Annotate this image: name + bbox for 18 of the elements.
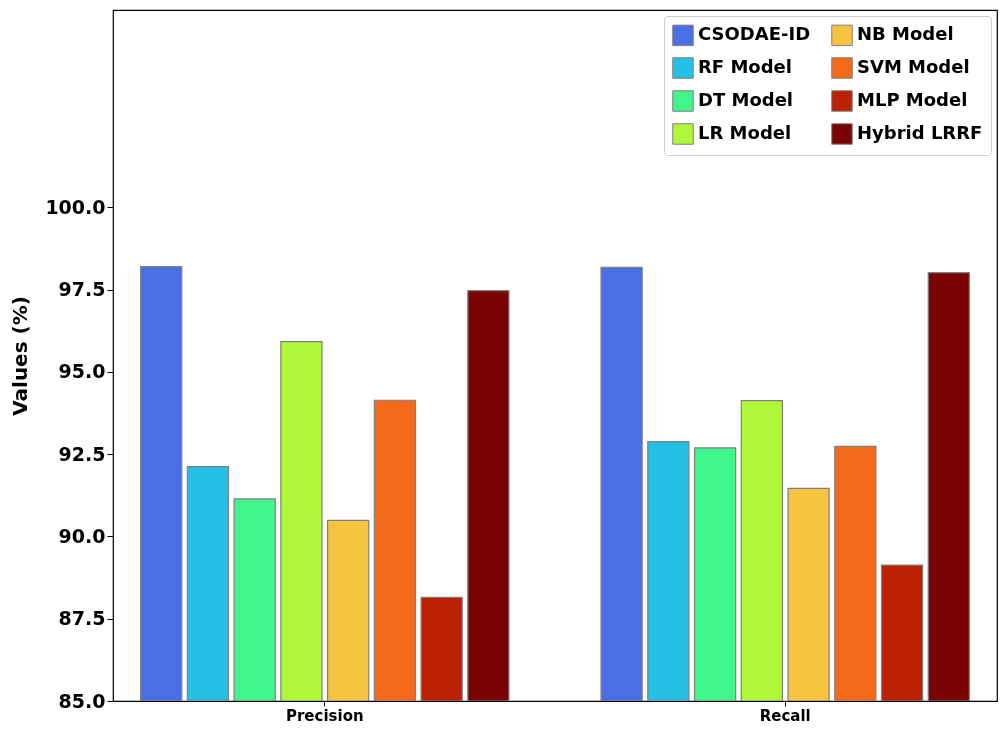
legend-label: Hybrid LRRF — [857, 122, 983, 143]
x-tick-label: Recall — [759, 706, 811, 725]
y-tick-label: 87.5 — [58, 607, 106, 630]
y-tick-label: 90.0 — [58, 524, 106, 547]
legend-label: RF Model — [698, 56, 792, 77]
legend-label: DT Model — [698, 89, 794, 110]
y-tick-label: 92.5 — [58, 442, 106, 465]
y-tick-label: 97.5 — [58, 278, 106, 301]
y-axis-title: Values (%) — [8, 296, 33, 416]
y-tick-label: 95.0 — [58, 360, 106, 383]
legend-label: LR Model — [698, 122, 792, 143]
legend-label: CSODAE-ID — [698, 23, 811, 45]
x-tick-label: Precision — [285, 706, 364, 725]
y-tick-label: 85.0 — [58, 689, 106, 712]
legend-label: NB Model — [857, 23, 954, 45]
legend-label: MLP Model — [857, 89, 968, 110]
y-tick-label: 100.0 — [45, 195, 106, 218]
legend-label: SVM Model — [857, 56, 970, 77]
